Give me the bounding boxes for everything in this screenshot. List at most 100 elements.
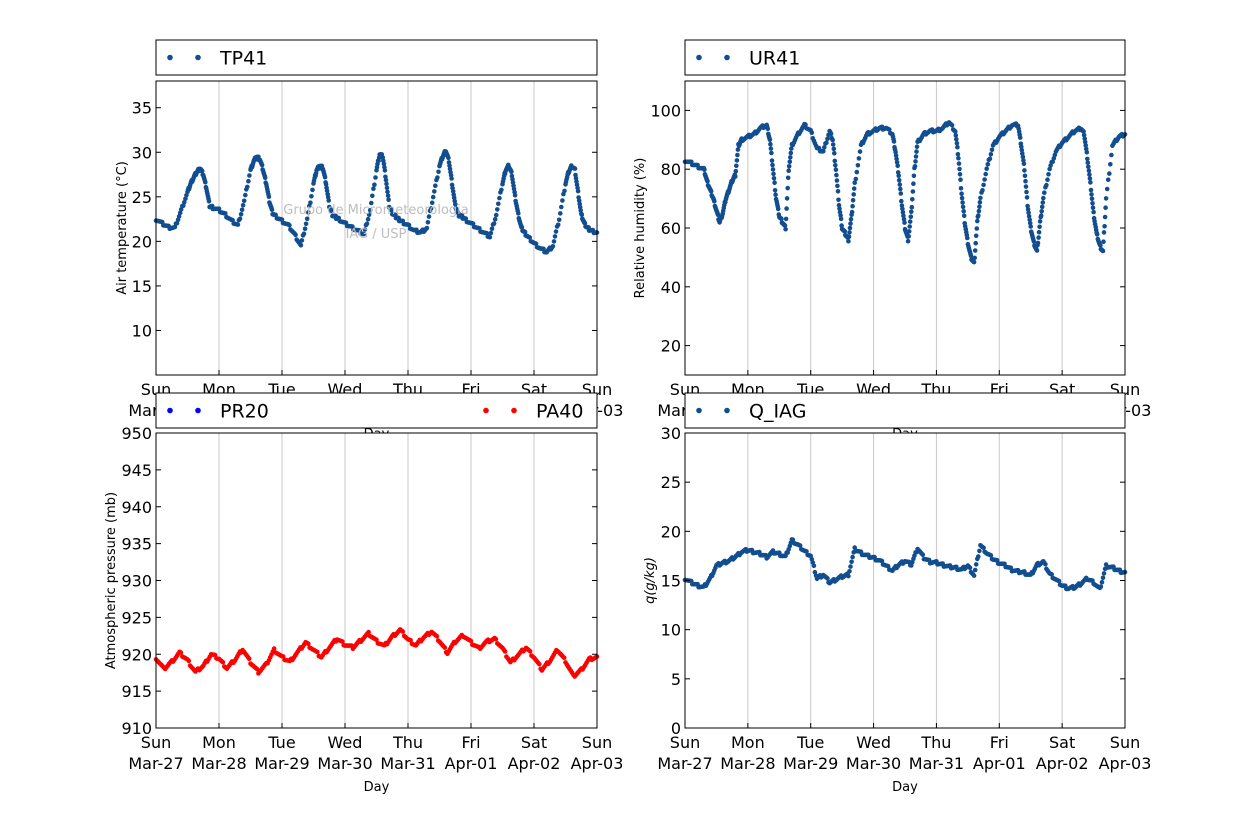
- data-point: [1087, 176, 1093, 181]
- data-point: [988, 553, 994, 558]
- legend-box: [155, 392, 598, 429]
- data-point: [329, 209, 335, 215]
- data-point: [898, 186, 903, 192]
- data-point: [243, 192, 248, 198]
- data-point: [953, 133, 959, 138]
- data-point: [383, 177, 389, 183]
- data-point: [1026, 210, 1031, 216]
- data-point: [784, 196, 790, 201]
- y-tick-label: 20: [661, 337, 681, 356]
- data-point: [435, 175, 440, 180]
- data-point: [522, 229, 528, 235]
- data-point: [560, 198, 565, 203]
- x-tick-date-label: Apr-01: [973, 754, 1026, 773]
- data-point: [1022, 173, 1028, 179]
- x-tick-day-label: Fri: [461, 733, 480, 752]
- data-point: [400, 629, 406, 634]
- data-point: [788, 155, 793, 160]
- data-point: [309, 194, 314, 199]
- data-point: [442, 645, 448, 650]
- legend: UR41: [684, 39, 1126, 76]
- data-point: [223, 211, 228, 216]
- data-point: [911, 181, 916, 186]
- data-point: [186, 658, 192, 664]
- data-point: [1023, 184, 1029, 189]
- data-point: [1094, 232, 1100, 237]
- data-point: [206, 199, 212, 204]
- data-point: [907, 219, 913, 224]
- data-point: [298, 243, 304, 248]
- y-tick-label: 935: [121, 535, 152, 554]
- legend-marker: [195, 54, 201, 61]
- data-point: [1090, 201, 1095, 206]
- data-point: [895, 170, 901, 175]
- data-point: [238, 212, 244, 217]
- data-point: [553, 229, 559, 234]
- data-point: [977, 200, 983, 205]
- data-point: [1025, 207, 1031, 212]
- data-point: [972, 248, 978, 253]
- data-point: [364, 221, 370, 226]
- data-point: [559, 204, 564, 210]
- data-point: [310, 187, 315, 193]
- data-point: [830, 137, 835, 143]
- data-point: [783, 216, 789, 222]
- data-point: [408, 637, 413, 643]
- data-point: [809, 130, 815, 135]
- data-point: [980, 188, 985, 193]
- data-point: [406, 222, 412, 228]
- x-tick-date-label: Mar-27: [657, 754, 712, 773]
- data-point: [302, 226, 308, 231]
- data-point: [1102, 224, 1107, 229]
- data-point: [1105, 177, 1111, 182]
- data-point: [425, 220, 431, 225]
- data-point: [961, 213, 967, 219]
- data-point: [898, 191, 904, 196]
- data-point: [262, 175, 268, 181]
- y-tick-label: 20: [661, 522, 681, 541]
- data-point: [558, 211, 563, 216]
- data-point: [894, 160, 900, 165]
- data-point: [833, 167, 839, 172]
- data-point: [1056, 578, 1062, 584]
- data-point: [960, 200, 965, 205]
- data-point: [909, 209, 914, 215]
- data-point: [366, 212, 372, 217]
- data-point: [893, 153, 899, 158]
- data-point: [1046, 172, 1051, 177]
- data-point: [1038, 213, 1044, 218]
- watermark: Grupo de Micrometeorologia IAG / USP: [283, 203, 469, 242]
- plot-area: [685, 433, 1125, 728]
- data-point: [446, 155, 451, 161]
- legend-box: [155, 39, 598, 76]
- x-tick-date-label: Mar-31: [909, 754, 964, 773]
- data-point: [788, 150, 794, 156]
- legend-marker: [696, 54, 702, 61]
- legend-marker: [696, 407, 702, 414]
- data-point: [1085, 160, 1091, 166]
- data-point: [985, 162, 991, 167]
- data-point: [967, 565, 973, 571]
- x-tick-date-label: Mar-28: [720, 754, 775, 773]
- data-point: [705, 178, 710, 184]
- data-point: [1082, 139, 1088, 145]
- data-point: [988, 152, 994, 157]
- data-point: [977, 548, 982, 554]
- data-point: [436, 169, 441, 175]
- data-point: [790, 537, 796, 543]
- data-point: [373, 175, 378, 180]
- data-point: [784, 206, 789, 211]
- y-tick-label: 100: [650, 101, 681, 120]
- data-point: [556, 217, 562, 223]
- data-point: [245, 184, 250, 190]
- data-point: [787, 159, 793, 165]
- data-point: [496, 201, 501, 207]
- data-point: [434, 634, 440, 639]
- data-point: [734, 163, 739, 169]
- data-point: [176, 214, 182, 219]
- data-point: [306, 641, 311, 646]
- y-axis-label: Air temperature (°C): [115, 161, 130, 295]
- data-point: [846, 238, 851, 244]
- data-point: [782, 223, 788, 228]
- data-point: [971, 259, 977, 265]
